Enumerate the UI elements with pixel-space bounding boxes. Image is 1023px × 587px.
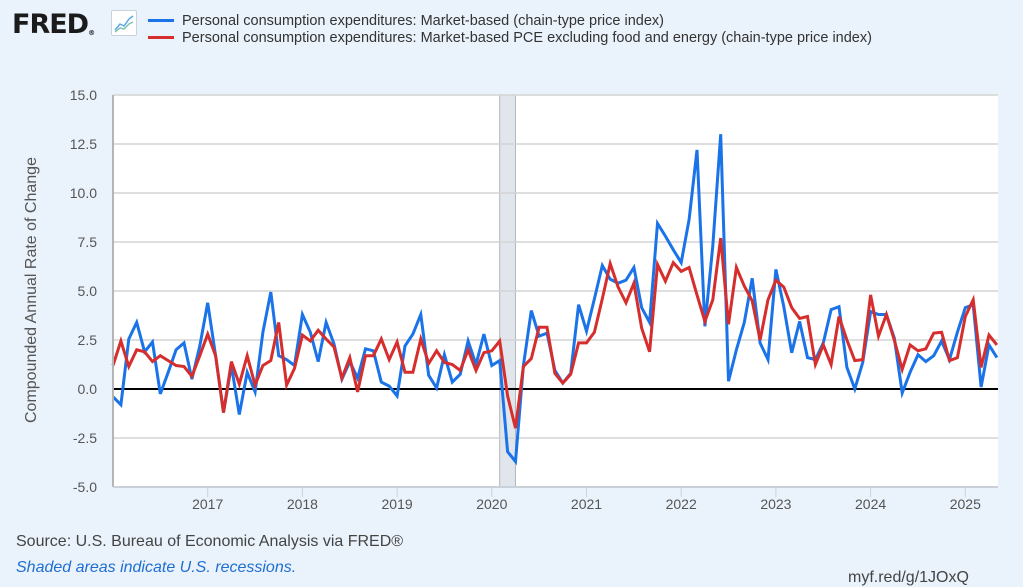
legend-swatch-blue [148, 19, 174, 22]
y-tick-label: -5.0 [73, 479, 97, 495]
x-tick-label: 2017 [192, 496, 223, 512]
x-tick-label: 2018 [287, 496, 318, 512]
x-tick-label: 2021 [571, 496, 602, 512]
y-tick-label: -2.5 [73, 430, 97, 446]
line-chart-icon [111, 10, 137, 36]
legend-swatch-red [148, 36, 174, 39]
x-tick-label: 2024 [855, 496, 886, 512]
legend-item-core-pce[interactable]: Personal consumption expenditures: Marke… [148, 29, 872, 46]
source-text: Source: U.S. Bureau of Economic Analysis… [16, 533, 404, 550]
y-tick-label: 10.0 [70, 185, 97, 201]
y-tick-label: 0.0 [78, 381, 98, 397]
legend-label: Personal consumption expenditures: Marke… [182, 12, 664, 29]
short-url[interactable]: myf.red/g/1JOxQ [848, 569, 969, 586]
legend-item-pce[interactable]: Personal consumption expenditures: Marke… [148, 12, 872, 29]
x-tick-label: 2022 [666, 496, 697, 512]
y-tick-label: 7.5 [78, 234, 98, 250]
fred-logo-text: FRED [12, 9, 89, 40]
x-tick-label: 2019 [382, 496, 413, 512]
x-tick-label: 2020 [476, 496, 507, 512]
recession-note[interactable]: Shaded areas indicate U.S. recessions. [16, 559, 297, 576]
x-tick-label: 2025 [950, 496, 981, 512]
y-tick-label: 2.5 [78, 332, 98, 348]
x-tick-label: 2023 [760, 496, 791, 512]
y-tick-label: 5.0 [78, 283, 98, 299]
registered-mark: ® [88, 29, 95, 37]
y-tick-label: 15.0 [70, 87, 97, 103]
chart-legend: Personal consumption expenditures: Marke… [148, 12, 872, 46]
legend-label: Personal consumption expenditures: Marke… [182, 29, 872, 46]
series-line-core-pce[interactable] [111, 237, 999, 429]
y-tick-label: 12.5 [70, 136, 97, 152]
fred-logo[interactable]: FRED® [12, 9, 95, 40]
